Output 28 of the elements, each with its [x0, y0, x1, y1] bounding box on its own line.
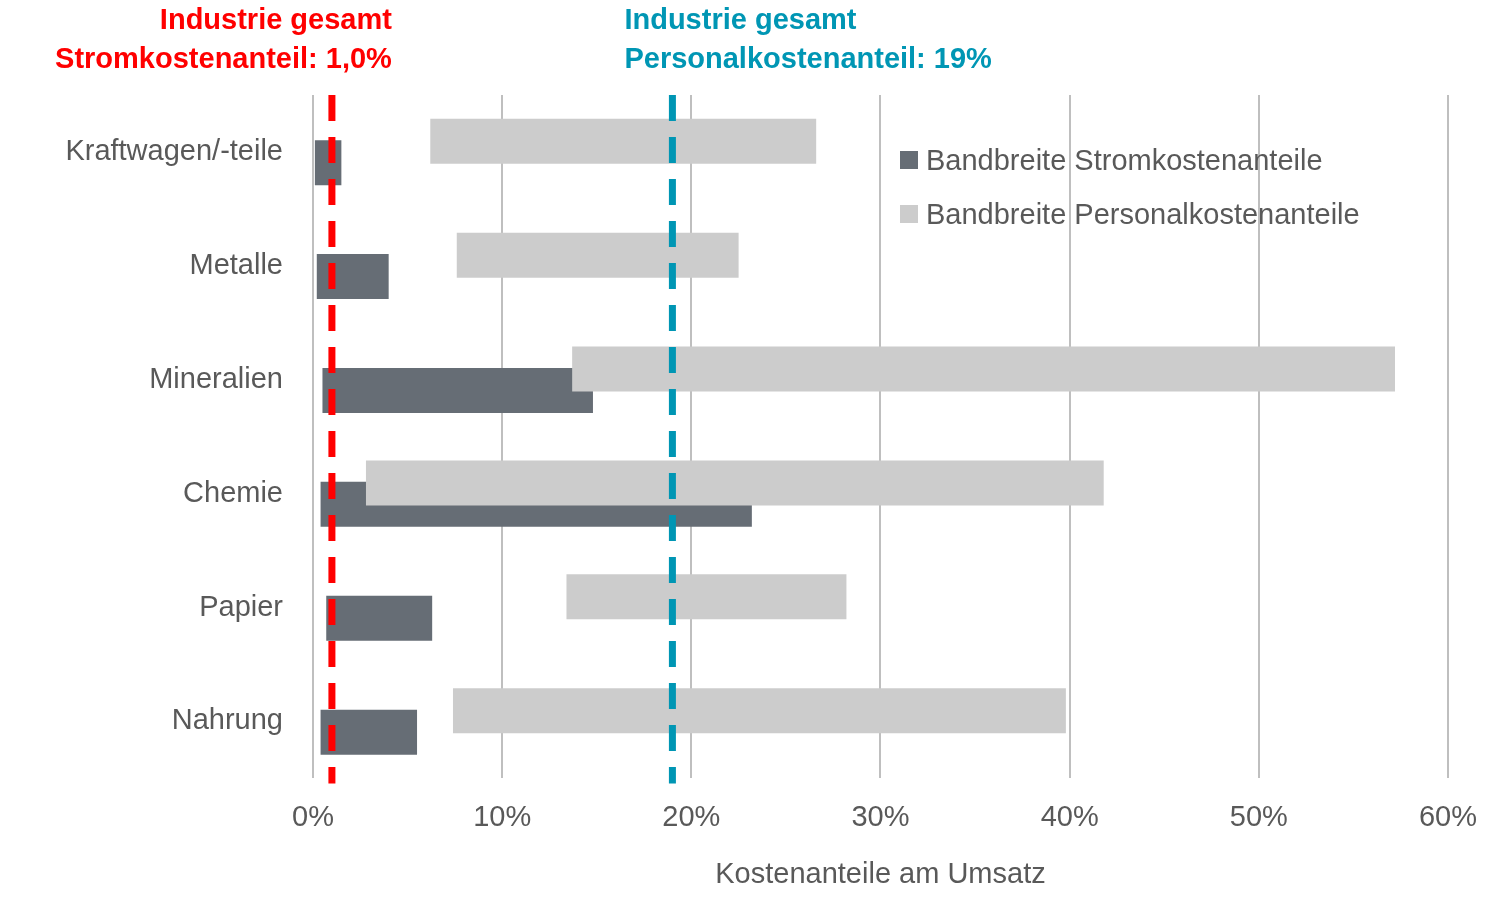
x-tick-label: 40% — [1040, 799, 1099, 832]
bar — [430, 118, 817, 164]
x-tick-label: 20% — [662, 799, 721, 832]
ref-line-label: Industrie gesamt Personalkostenanteil: 19% — [624, 3, 993, 74]
bar — [566, 574, 847, 620]
bar — [452, 688, 1066, 734]
bar — [572, 346, 1396, 392]
y-tick-label: Nahrung — [171, 703, 283, 736]
y-tick-label: Metalle — [189, 247, 283, 280]
x-tick-label: 0% — [292, 799, 334, 832]
bar — [365, 460, 1104, 506]
x-tick-label: 10% — [473, 799, 532, 832]
y-tick-label: Chemie — [183, 475, 283, 508]
bar — [326, 595, 433, 641]
bar — [456, 232, 739, 278]
x-tick-label: 60% — [1418, 799, 1477, 832]
bar — [316, 254, 389, 300]
x-axis-title: Kostenanteile am Umsatz — [715, 856, 1046, 889]
bar — [322, 367, 593, 413]
ref-line-label: Industrie gesamt Stromkostenanteil: 1,0% — [55, 3, 393, 74]
legend-label: Bandbreite Personalkostenanteile — [926, 197, 1360, 232]
legend-label: Bandbreite Stromkostenanteile — [926, 143, 1323, 178]
bar — [320, 709, 418, 755]
x-tick-label: 50% — [1229, 799, 1288, 832]
y-tick-label: Mineralien — [149, 361, 283, 394]
y-tick-label: Kraftwagen/-teile — [65, 133, 283, 166]
y-tick-label: Papier — [199, 589, 284, 622]
x-tick-label: 30% — [851, 799, 910, 832]
